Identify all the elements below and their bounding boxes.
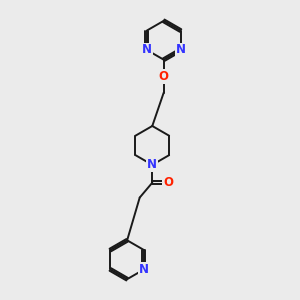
Text: O: O [163,176,173,189]
Text: N: N [142,44,152,56]
Text: N: N [147,158,157,171]
Text: N: N [176,44,185,56]
Text: O: O [159,70,169,83]
Text: N: N [139,263,149,276]
